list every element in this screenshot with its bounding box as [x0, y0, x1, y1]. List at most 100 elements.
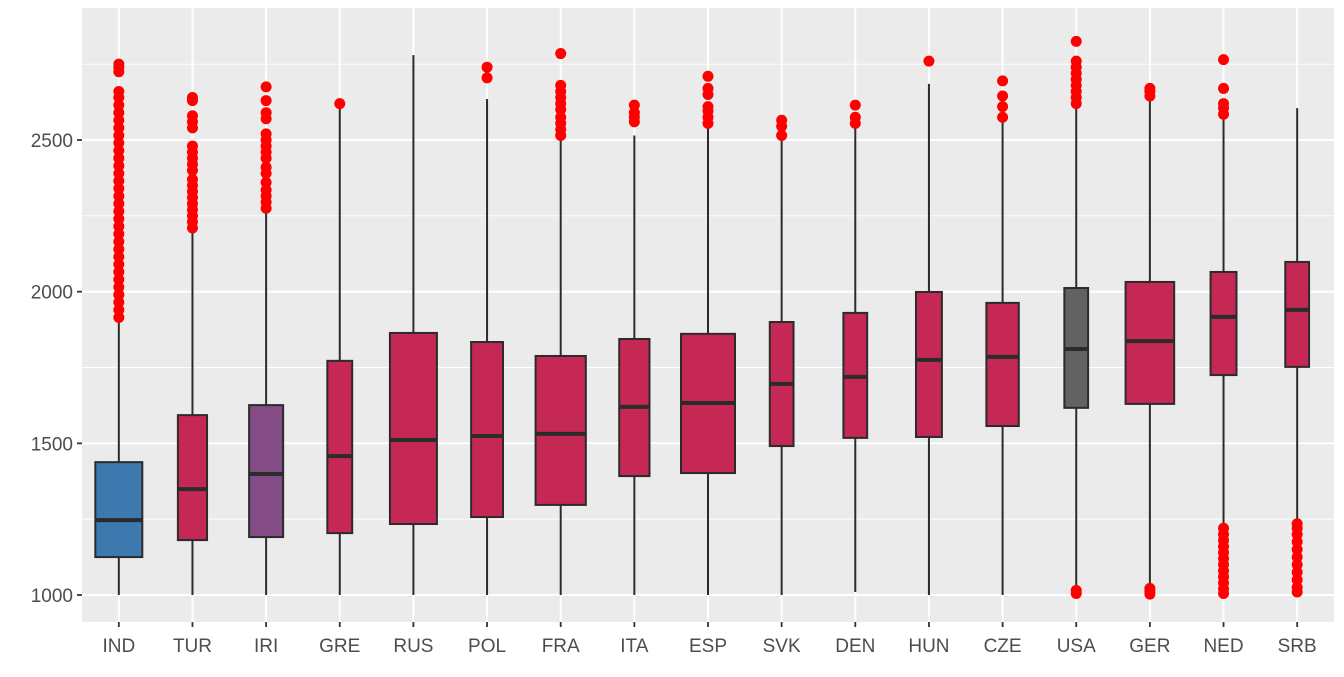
- outlier-point: [113, 190, 125, 202]
- outlier-point: [702, 70, 714, 82]
- outlier-point: [1144, 82, 1156, 94]
- box-ita: [618, 99, 651, 595]
- x-tick-label: POL: [468, 636, 506, 657]
- outlier-point: [113, 145, 125, 157]
- x-tick-label: HUN: [908, 636, 949, 657]
- box-iqr: [94, 461, 144, 559]
- x-tick-label: FRA: [542, 636, 580, 657]
- outlier-point: [260, 161, 272, 173]
- outlier-point: [260, 95, 272, 107]
- x-tick-label: GRE: [319, 636, 360, 657]
- y-axis: 1000 1500 2000 2500: [31, 131, 82, 607]
- outlier-point: [113, 228, 125, 240]
- box-iqr: [914, 290, 943, 438]
- box-iqr: [248, 404, 285, 539]
- box-ned: [1209, 54, 1238, 599]
- x-tick-label: TUR: [173, 636, 212, 657]
- x-tick-label: USA: [1057, 636, 1096, 657]
- outlier-point: [113, 236, 125, 248]
- x-tick-label: IND: [102, 636, 135, 657]
- outlier-point: [1218, 522, 1230, 534]
- outlier-point: [997, 90, 1009, 102]
- outlier-point: [481, 72, 493, 84]
- outlier-point: [113, 160, 125, 172]
- box-iqr: [326, 359, 354, 535]
- box-tur: [176, 92, 209, 595]
- box-iri: [248, 81, 285, 595]
- outlier-point: [628, 99, 640, 111]
- box-rus: [388, 55, 438, 595]
- outlier-point: [481, 61, 493, 73]
- box-usa: [1063, 35, 1090, 599]
- outlier-point: [260, 128, 272, 140]
- x-tick-label: RUS: [393, 636, 433, 657]
- y-tick-label: 1000: [31, 586, 73, 607]
- outlier-point: [1291, 574, 1303, 586]
- outlier-point: [1218, 98, 1230, 110]
- box-iqr: [1284, 260, 1311, 368]
- box-esp: [680, 70, 736, 595]
- outlier-point: [1218, 82, 1230, 94]
- outlier-point: [113, 205, 125, 217]
- box-pol: [470, 61, 504, 595]
- outlier-point: [113, 311, 125, 323]
- outlier-point: [555, 79, 567, 91]
- outlier-point: [186, 140, 198, 152]
- box-iqr: [1209, 270, 1238, 377]
- outlier-point: [113, 107, 125, 119]
- x-tick-label: NED: [1203, 636, 1243, 657]
- outlier-point: [555, 111, 567, 123]
- outlier-point: [113, 122, 125, 134]
- box-iqr: [388, 331, 438, 526]
- outlier-point: [1291, 544, 1303, 555]
- y-tick-label: 2500: [31, 131, 73, 152]
- outlier-point: [1070, 55, 1082, 67]
- outlier-point: [555, 48, 567, 60]
- x-tick-label: ESP: [689, 636, 727, 657]
- outlier-point: [113, 137, 125, 149]
- outlier-point: [113, 266, 125, 278]
- box-gre: [326, 98, 354, 595]
- outlier-point: [1291, 581, 1303, 593]
- outlier-point: [1291, 566, 1303, 578]
- x-tick-label: GER: [1129, 636, 1170, 657]
- outlier-point: [186, 110, 198, 122]
- outlier-point: [113, 258, 125, 270]
- outlier-point: [113, 289, 125, 301]
- x-tick-label: DEN: [835, 636, 875, 657]
- outlier-point: [1144, 582, 1156, 594]
- outlier-point: [113, 198, 125, 210]
- y-tick-label: 1500: [31, 434, 73, 455]
- box-svk: [768, 114, 795, 595]
- outlier-point: [260, 107, 272, 119]
- outlier-point: [260, 176, 272, 188]
- box-iqr: [534, 354, 587, 506]
- outlier-point: [113, 85, 125, 97]
- box-hun: [914, 55, 943, 595]
- outlier-point: [186, 92, 198, 104]
- outlier-point: [1291, 559, 1303, 571]
- outlier-point: [113, 251, 125, 263]
- outlier-point: [334, 98, 346, 110]
- y-tick-label: 2000: [31, 283, 73, 304]
- outlier-point: [849, 111, 861, 123]
- outlier-point: [113, 129, 125, 141]
- outlier-point: [849, 99, 861, 111]
- outlier-point: [997, 111, 1009, 123]
- outlier-point: [628, 107, 640, 119]
- outlier-point: [113, 220, 125, 232]
- outlier-point: [113, 175, 125, 187]
- outlier-point: [1291, 518, 1303, 530]
- box-den: [842, 99, 869, 592]
- outlier-point: [113, 58, 125, 70]
- x-tick-label: ITA: [620, 636, 648, 657]
- outlier-point: [260, 184, 272, 196]
- outlier-point: [113, 304, 125, 316]
- outlier-point: [776, 114, 788, 126]
- outlier-point: [113, 274, 125, 286]
- outlier-point: [186, 173, 198, 185]
- box-iqr: [985, 301, 1020, 428]
- box-iqr: [176, 414, 209, 542]
- outlier-point: [113, 281, 125, 293]
